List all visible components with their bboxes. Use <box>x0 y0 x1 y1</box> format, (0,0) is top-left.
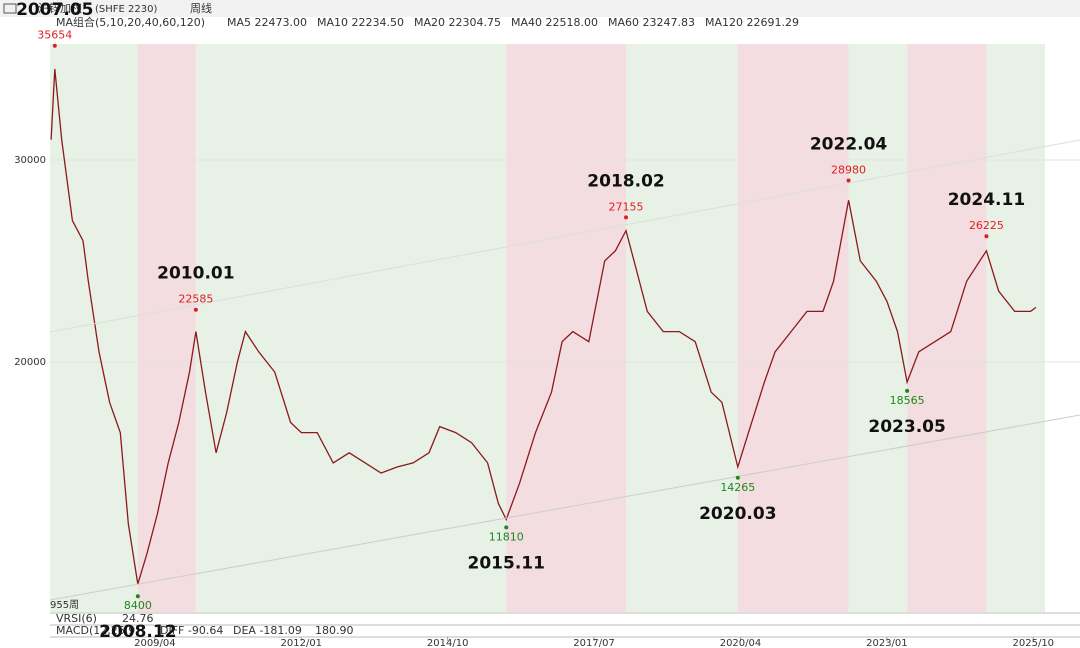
turning-point <box>504 525 509 530</box>
period-label: 2022.04 <box>810 135 888 155</box>
macd-diff: DIFF -90.64 <box>160 624 223 637</box>
ma-legend: MA60 23247.83 <box>608 16 695 29</box>
period[interactable]: 周线 <box>190 1 212 15</box>
extreme-value: 14265 <box>720 481 755 494</box>
turning-point <box>735 475 740 480</box>
x-tick-label: 2020/04 <box>720 638 762 648</box>
extreme-value: 27155 <box>609 200 644 213</box>
period-label: 2018.02 <box>587 171 664 191</box>
trend-line <box>49 414 1080 601</box>
extreme-value: 26225 <box>969 219 1004 232</box>
period-label: 2023.05 <box>868 417 945 437</box>
trend-band <box>848 44 908 612</box>
macd-dea: DEA -181.09 <box>233 624 302 637</box>
x-tick-label: 2025/10 <box>1013 638 1055 648</box>
extreme-value: 22585 <box>178 293 213 306</box>
macd-value: 180.90 <box>315 624 354 637</box>
period-label: 2020.03 <box>699 504 776 524</box>
bar-count: 955周 <box>50 599 79 611</box>
x-tick-label: 2023/01 <box>866 638 908 648</box>
trend-band <box>195 44 507 612</box>
trend-band <box>506 44 627 612</box>
x-tick-label: 2017/07 <box>573 638 615 648</box>
extreme-value: 11810 <box>489 530 524 543</box>
vrsi-label[interactable]: VRSI(6) <box>56 612 97 625</box>
y-tick-label: 30000 <box>14 155 46 166</box>
trend-band <box>986 44 1045 612</box>
turning-point <box>624 215 629 220</box>
code: (SHFE 2230) <box>95 4 157 15</box>
trend-line <box>49 139 1080 333</box>
trend-band <box>907 44 987 612</box>
trend-band <box>626 44 738 612</box>
ma-legend: MA40 22518.00 <box>511 16 598 29</box>
extreme-value: 18565 <box>890 394 925 407</box>
period-label: 2024.11 <box>948 190 1025 210</box>
turning-point <box>52 43 57 48</box>
turning-point <box>984 234 989 239</box>
symbol[interactable]: 沪锌加权 <box>38 1 82 15</box>
ma-legend: MA20 22304.75 <box>414 16 501 29</box>
toolbar <box>0 0 1080 17</box>
ma-legend: MA120 22691.29 <box>705 16 799 29</box>
ma-legend: MA5 22473.00 <box>227 16 307 29</box>
turning-point <box>905 388 910 393</box>
y-tick-label: 20000 <box>14 357 46 368</box>
menu-icon[interactable] <box>3 3 17 14</box>
price-line <box>50 68 1037 585</box>
trend-band <box>137 44 196 612</box>
turning-point <box>846 178 851 183</box>
period-label: 2007.05 <box>16 0 93 20</box>
turning-point <box>135 594 140 599</box>
vrsi-value: 24.76 <box>122 612 154 625</box>
trend-band <box>50 44 138 612</box>
ma-group[interactable]: MA组合(5,10,20,40,60,120) <box>56 15 205 29</box>
extreme-value: 28980 <box>831 164 866 177</box>
x-tick-label: 2012/01 <box>281 638 323 648</box>
x-tick-label: 2014/10 <box>427 638 469 648</box>
period-label: 2010.01 <box>157 264 234 284</box>
macd-label[interactable]: MACD(12,26,9) <box>56 624 140 637</box>
x-tick-label: 2009/04 <box>134 638 176 648</box>
extreme-value: 8400 <box>124 599 152 612</box>
extreme-value: 35654 <box>37 29 72 42</box>
period-label: 2008.12 <box>99 622 176 642</box>
period-label: 2015.11 <box>468 553 545 573</box>
turning-point <box>193 307 198 312</box>
ma-legend: MA10 22234.50 <box>317 16 404 29</box>
